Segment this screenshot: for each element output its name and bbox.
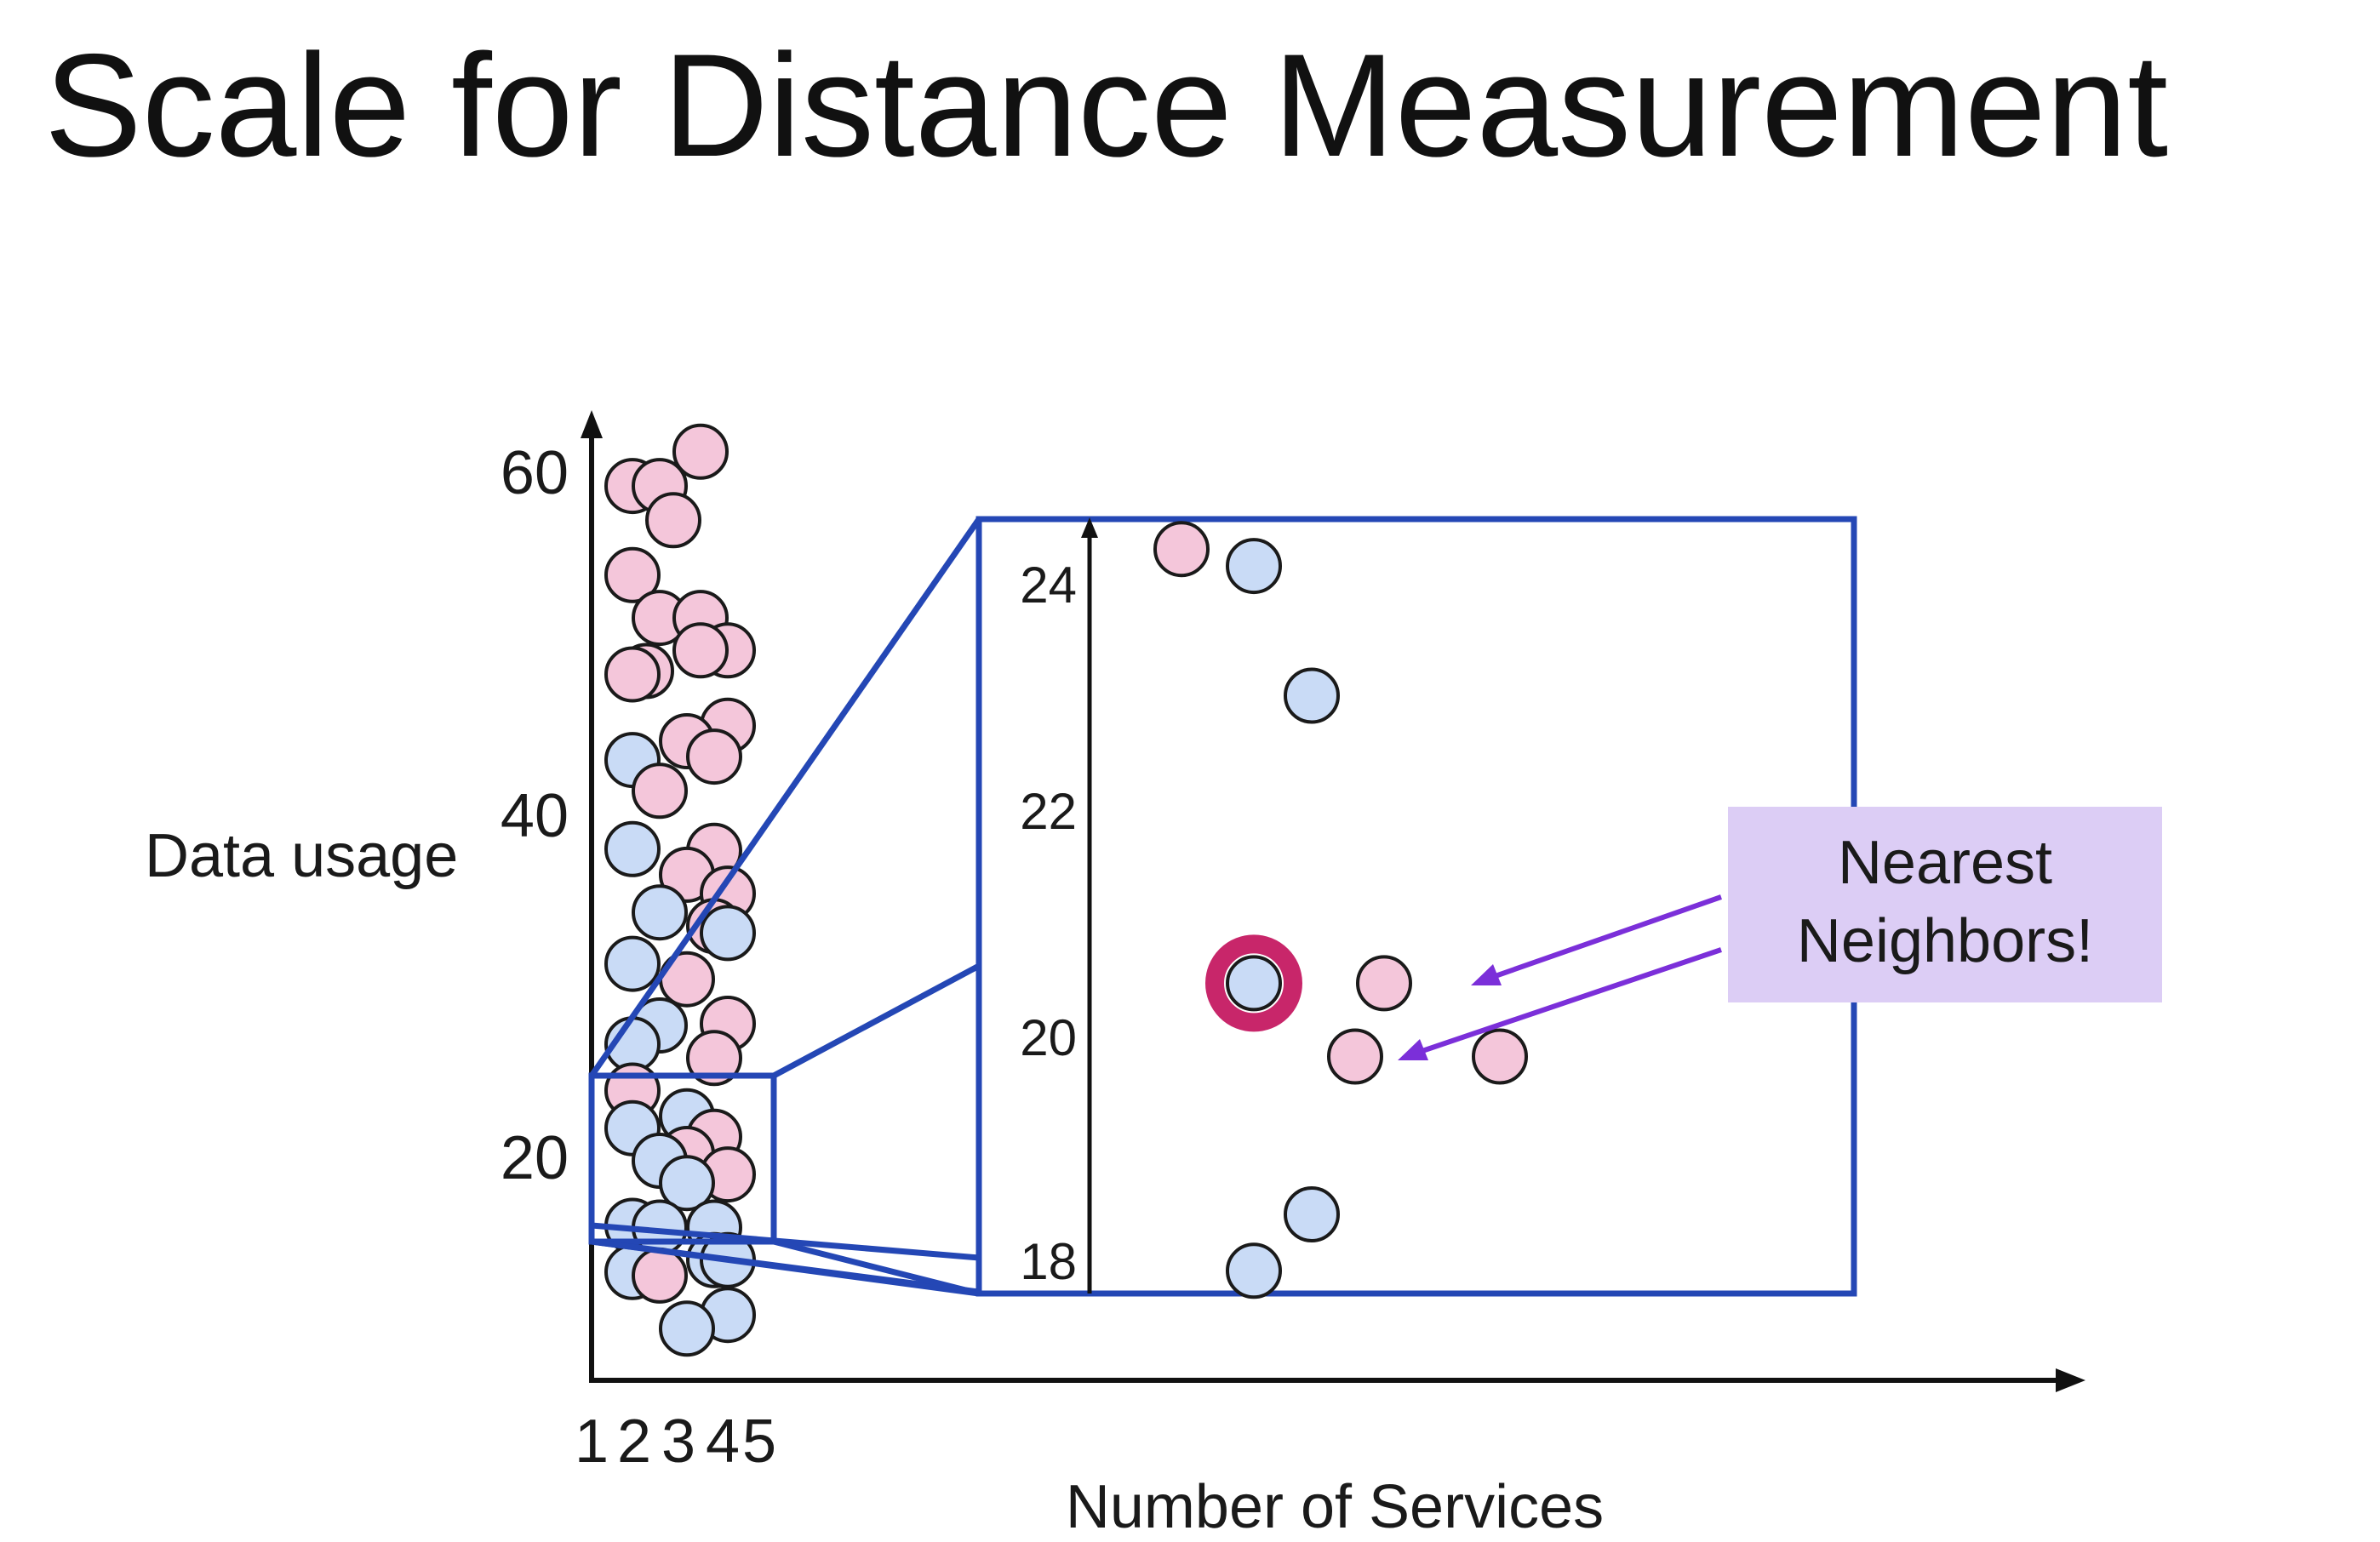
zoom-scatter-points [1153,521,1528,1299]
pink-data-point [632,1247,688,1304]
blue-data-point [1284,1186,1340,1242]
zoom-y-tick-label: 22 [1020,783,1077,840]
blue-data-point [1284,667,1340,724]
arrow-line [1414,947,1722,1056]
connector-line [591,1222,980,1261]
x-axis-label: Number of Services [1066,1473,1604,1541]
x-tick-label: 3 [661,1408,695,1476]
selection-rectangle [588,1072,777,1245]
zoom-y-tick-label: 20 [1020,1009,1077,1066]
pink-data-point [686,728,742,785]
pink-data-point [672,622,729,679]
pink-data-point [1472,1028,1528,1085]
x-axis-arrowhead [2056,1368,2085,1392]
blue-data-point [1226,1242,1282,1299]
query-data-point [1226,955,1282,1012]
pink-data-point [672,423,729,480]
main-scatter-points [604,423,756,1357]
query-point-highlight [1205,934,1302,1032]
arrowhead [1398,1039,1428,1060]
zoom-y-tick-label: 24 [1020,557,1077,614]
pink-data-point [1153,521,1210,578]
x-tick-label: 2 [617,1408,651,1476]
nearest-neighbors-callout: Nearest Neighbors! [1728,807,2162,1002]
arrowhead [1471,964,1502,985]
y-tick-label: 20 [501,1124,569,1192]
y-axis-label: Data usage [145,822,458,890]
connector-line [773,1238,980,1297]
callout-box [1728,807,2162,1002]
zoomed-panel [975,516,1857,1297]
x-tick-label: 4 [706,1408,740,1476]
y-axis-arrowhead [581,410,603,438]
connector-line [591,1238,980,1297]
blue-data-point [659,1155,715,1212]
callout-line-2: Neighbors! [1797,907,2093,975]
pink-data-point [604,646,661,703]
pink-data-point [604,546,661,603]
y-tick-label: 60 [501,439,569,507]
zoom-window [588,516,1857,1297]
connector-line [589,517,981,1077]
pink-data-point [1327,1028,1383,1085]
x-tick-label: 5 [742,1408,776,1476]
callout-line-1: Nearest [1838,829,2052,897]
zoom-y-axis-arrowhead [1081,517,1098,538]
y-tick-label: 40 [501,782,569,850]
blue-data-point [700,905,756,962]
zoom-y-tick-label: 18 [1020,1233,1077,1290]
blue-data-point [632,884,688,941]
blue-data-point [604,935,661,992]
x-tick-label: 1 [575,1408,609,1476]
pink-data-point [686,1030,742,1087]
pink-data-point [1356,955,1412,1012]
connector-line [772,962,981,1079]
blue-data-point [604,820,661,877]
callout-arrows [1398,894,1722,1060]
blue-data-point [1226,538,1282,595]
pink-data-point [632,762,688,820]
page-title: Scale for Distance Measurement [44,24,2169,187]
pink-data-point [645,492,701,549]
blue-data-point [659,1300,715,1357]
arrow-line [1487,894,1722,981]
